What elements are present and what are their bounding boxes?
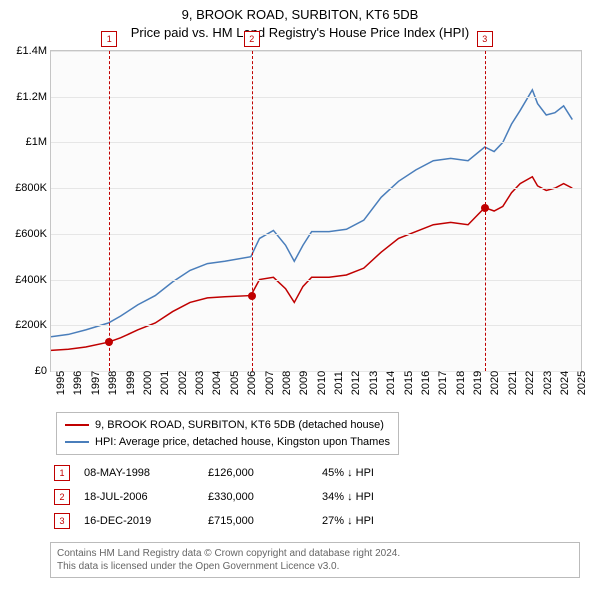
marker-dot-icon [248, 292, 256, 300]
legend-item: 9, BROOK ROAD, SURBITON, KT6 5DB (detach… [65, 417, 390, 434]
marker-delta: 27% ↓ HPI [322, 510, 386, 532]
marker-table-row: 1 08-MAY-1998£126,00045% ↓ HPI [54, 462, 386, 484]
x-axis-tick-label: 2015 [403, 371, 415, 395]
marker-line [109, 51, 110, 371]
attribution-line: Contains HM Land Registry data © Crown c… [57, 547, 573, 560]
x-axis-tick-label: 2010 [316, 371, 328, 395]
x-axis-tick-label: 2003 [194, 371, 206, 395]
x-axis-tick-label: 2022 [524, 371, 536, 395]
x-axis-tick-label: 2016 [420, 371, 432, 395]
y-axis-tick-label: £400K [2, 274, 47, 286]
marker-dot-icon [481, 204, 489, 212]
chart-plot-area: £0£200K£400K£600K£800K£1M£1.2M£1.4M19951… [50, 50, 582, 372]
title-line-2: Price paid vs. HM Land Registry's House … [0, 24, 600, 42]
x-axis-tick-label: 1999 [125, 371, 137, 395]
x-axis-tick-label: 2007 [264, 371, 276, 395]
x-axis-tick-label: 1998 [107, 371, 119, 395]
legend-label: HPI: Average price, detached house, King… [95, 434, 390, 451]
marker-price: £126,000 [208, 462, 320, 484]
attribution-line: This data is licensed under the Open Gov… [57, 560, 573, 573]
marker-date: 18-JUL-2006 [84, 486, 206, 508]
legend-label: 9, BROOK ROAD, SURBITON, KT6 5DB (detach… [95, 417, 384, 434]
x-axis-tick-label: 2013 [368, 371, 380, 395]
marker-delta: 34% ↓ HPI [322, 486, 386, 508]
marker-number-box: 2 [244, 31, 260, 47]
markers-table: 1 08-MAY-1998£126,00045% ↓ HPI 2 18-JUL-200… [52, 460, 388, 534]
marker-date: 16-DEC-2019 [84, 510, 206, 532]
x-axis-tick-label: 2021 [507, 371, 519, 395]
marker-number-box: 1 [101, 31, 117, 47]
chart-container: 9, BROOK ROAD, SURBITON, KT6 5DB Price p… [0, 0, 600, 590]
marker-number-box: 2 [54, 489, 70, 505]
x-axis-tick-label: 2019 [472, 371, 484, 395]
x-axis-tick-label: 2011 [333, 371, 345, 395]
title-line-1: 9, BROOK ROAD, SURBITON, KT6 5DB [0, 6, 600, 24]
marker-price: £330,000 [208, 486, 320, 508]
x-axis-tick-label: 2023 [542, 371, 554, 395]
x-axis-tick-label: 2002 [177, 371, 189, 395]
marker-table-row: 3 16-DEC-2019£715,00027% ↓ HPI [54, 510, 386, 532]
x-axis-tick-label: 2014 [385, 371, 397, 395]
chart-svg [51, 51, 581, 371]
x-axis-tick-label: 2018 [455, 371, 467, 395]
x-axis-tick-label: 2001 [159, 371, 171, 395]
series-line-hpi [51, 90, 572, 337]
x-axis-tick-label: 2025 [576, 371, 588, 395]
marker-number-box: 3 [477, 31, 493, 47]
legend-swatch-icon [65, 424, 89, 426]
legend-box: 9, BROOK ROAD, SURBITON, KT6 5DB (detach… [56, 412, 399, 455]
x-axis-tick-label: 2000 [142, 371, 154, 395]
x-axis-tick-label: 1996 [72, 371, 84, 395]
x-axis-tick-label: 2004 [211, 371, 223, 395]
x-axis-tick-label: 2012 [350, 371, 362, 395]
x-axis-tick-label: 1995 [55, 371, 67, 395]
y-axis-tick-label: £0 [2, 365, 47, 377]
chart-title: 9, BROOK ROAD, SURBITON, KT6 5DB Price p… [0, 0, 600, 42]
x-axis-tick-label: 2017 [437, 371, 449, 395]
y-axis-tick-label: £1.2M [2, 91, 47, 103]
x-axis-tick-label: 2006 [246, 371, 258, 395]
x-axis-tick-label: 2024 [559, 371, 571, 395]
marker-date: 08-MAY-1998 [84, 462, 206, 484]
y-axis-tick-label: £1.4M [2, 45, 47, 57]
x-axis-tick-label: 2020 [489, 371, 501, 395]
legend-item: HPI: Average price, detached house, King… [65, 434, 390, 451]
marker-line [252, 51, 253, 371]
x-axis-tick-label: 2008 [281, 371, 293, 395]
marker-number-box: 3 [54, 513, 70, 529]
marker-number-box: 1 [54, 465, 70, 481]
marker-price: £715,000 [208, 510, 320, 532]
marker-dot-icon [105, 338, 113, 346]
attribution-box: Contains HM Land Registry data © Crown c… [50, 542, 580, 578]
y-axis-tick-label: £800K [2, 182, 47, 194]
marker-delta: 45% ↓ HPI [322, 462, 386, 484]
x-axis-tick-label: 2005 [229, 371, 241, 395]
x-axis-tick-label: 1997 [90, 371, 102, 395]
y-axis-tick-label: £200K [2, 319, 47, 331]
marker-table-row: 2 18-JUL-2006£330,00034% ↓ HPI [54, 486, 386, 508]
x-axis-tick-label: 2009 [298, 371, 310, 395]
legend-swatch-icon [65, 441, 89, 443]
y-axis-tick-label: £1M [2, 136, 47, 148]
y-axis-tick-label: £600K [2, 228, 47, 240]
